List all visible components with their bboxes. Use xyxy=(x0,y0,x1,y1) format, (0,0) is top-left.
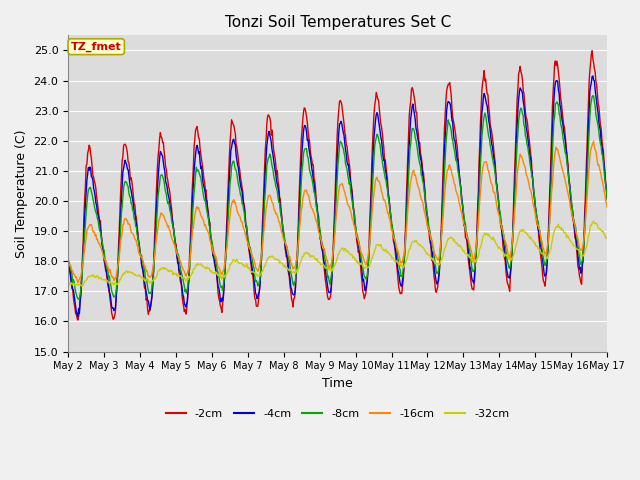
Legend: -2cm, -4cm, -8cm, -16cm, -32cm: -2cm, -4cm, -8cm, -16cm, -32cm xyxy=(161,405,514,423)
X-axis label: Time: Time xyxy=(323,377,353,390)
Y-axis label: Soil Temperature (C): Soil Temperature (C) xyxy=(15,129,28,258)
Text: TZ_fmet: TZ_fmet xyxy=(71,42,122,52)
Title: Tonzi Soil Temperatures Set C: Tonzi Soil Temperatures Set C xyxy=(225,15,451,30)
